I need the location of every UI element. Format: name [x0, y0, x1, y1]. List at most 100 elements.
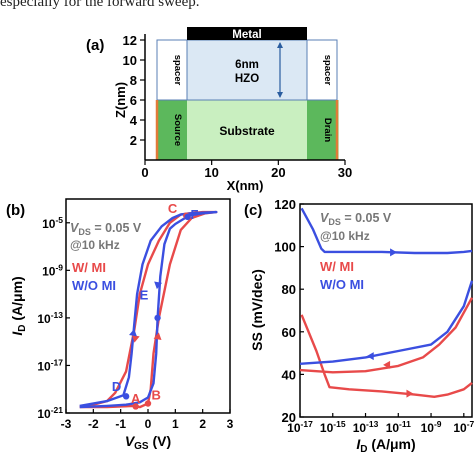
panel-a-y-tick-label: 6	[130, 93, 137, 108]
panel-c-series-line-with-mi-high	[299, 297, 474, 374]
panel-c-plot-frame	[299, 203, 473, 418]
panel-a-y-axis-title: Z(nm)	[113, 82, 128, 118]
panel-c-y-tick-label: 40	[282, 367, 296, 382]
panel-b-y-tick-label: 10-9	[42, 262, 63, 278]
panel-c-vds-annotation: VDS = 0.05 V	[320, 211, 392, 227]
panel-c-x-axis-title: ID (A/μm)	[356, 436, 415, 452]
drain-region	[307, 100, 337, 160]
panel-a-y-ticks: 2 4 6 8 10 12	[123, 33, 145, 148]
panel-c-subthreshold-swing-chart: (c) 10-17 10-15 10-13 10-11 10-9 10-7 20 40 60 80…	[244, 197, 474, 452]
panel-c-y-tick-label: 120	[274, 197, 296, 212]
panel-c-legend-with-mi: W/ MI	[320, 259, 354, 274]
panel-b-state-label: F	[190, 207, 198, 222]
panel-b-state-label: D	[112, 379, 121, 394]
panel-a-x-axis-title: X(nm)	[227, 178, 264, 193]
hzo-label: HZO	[235, 73, 259, 85]
right-spacer-label: spacer	[322, 55, 333, 86]
panel-b-x-axis-title: VGS (V)	[125, 433, 171, 452]
panel-a-label: (a)	[86, 37, 104, 54]
panel-c-x-tick-label: 10-7	[453, 419, 474, 435]
arrow-head-down-icon	[277, 92, 283, 98]
panel-c-y-tick-label: 100	[274, 240, 296, 255]
panel-c-series-line-without-mi-high	[300, 207, 473, 255]
panel-b-state-marker	[184, 213, 191, 221]
panel-b-state-marker	[122, 393, 130, 400]
panel-c-y-axis-title: SS (mV/dec)	[249, 269, 265, 351]
panel-b-x-tick-label: -1	[115, 417, 126, 431]
panel-b-legend-with-mi: W/ MI	[72, 260, 106, 275]
header-caption-text: especially for the forward sweep.	[0, 0, 200, 10]
right-spacer-region	[306, 39, 338, 101]
panel-b-y-tick-label: 10-5	[42, 215, 63, 231]
panel-c-ticks: 10-17 10-15 10-13 10-11 10-9 10-7 20 40 60 80 100 1…	[274, 197, 474, 435]
panel-a-x-tick-label: 0	[141, 165, 148, 180]
panel-c-x-tick-label: 10-13	[353, 419, 379, 435]
panel-b-state-marker	[132, 403, 139, 410]
panel-a-x-tick-label: 10	[204, 165, 218, 180]
panel-c-series-line-without-mi-low	[299, 280, 474, 365]
panel-c-y-tick-label: 20	[282, 410, 296, 425]
panel-b-x-tick-label: -2	[88, 417, 99, 431]
panel-b-y-axis-title: ID (A/μm)	[9, 276, 28, 335]
panel-c-x-tick-label: 10-15	[320, 419, 346, 435]
panel-a-x-tick-label: 30	[338, 165, 352, 180]
panel-b-frequency-annotation: @10 kHz	[70, 238, 120, 252]
panel-b-legend-without-mi: W/O MI	[72, 278, 116, 293]
panel-b-sweep-direction-arrow-icon	[154, 281, 163, 290]
panel-b-y-tick-label: 10-17	[37, 357, 63, 373]
metal-gate	[187, 27, 307, 40]
panel-c-y-tick-label: 80	[282, 282, 296, 297]
panel-c-plot-area	[299, 207, 474, 398]
panel-a-y-tick-label: 10	[123, 53, 137, 68]
panel-b-state-label: E	[140, 288, 149, 303]
panel-b-sweep-direction-arrow-icon	[129, 328, 137, 337]
panel-b-x-tick-label: 3	[227, 417, 234, 431]
panel-b-x-tick-label: 2	[199, 417, 206, 431]
panel-b-y-tick-label: 10-13	[37, 310, 63, 326]
left-spacer-label: spacer	[172, 55, 183, 86]
panel-b-sweep-direction-arrow-icon	[131, 335, 140, 343]
panel-c-series-line-with-mi-low	[300, 314, 473, 398]
left-spacer-region	[156, 39, 188, 101]
panel-c-x-tick-label: 10-11	[386, 419, 411, 435]
arrow-head-up-icon	[277, 42, 283, 48]
panel-b-state-marker	[144, 400, 152, 407]
panel-b-state-label: A	[131, 391, 141, 406]
panel-b-y-tick-label: 10-21	[37, 405, 63, 421]
panel-b-transfer-curve-chart: (b) A B C D E F -3 -2 -1 0 1 2 3 10-5 10-9 10-13 10-17 1…	[6, 198, 234, 452]
panel-a-device-schematic: (a) Metal 6nm HZO Substrate Source Drain…	[86, 27, 352, 193]
hzo-thickness-label: 6nm	[235, 59, 259, 71]
panel-a-x-ticks: 0 10 20 30	[141, 160, 352, 180]
panel-b-sweep-direction-arrow-icon	[153, 332, 162, 340]
panel-b-x-tick-label: 0	[145, 417, 152, 431]
drain-label: Drain	[322, 118, 333, 142]
panel-b-state-marker	[154, 314, 161, 322]
panel-a-y-tick-label: 8	[130, 73, 137, 88]
metal-label: Metal	[232, 29, 261, 41]
panel-b-state-label: C	[168, 201, 178, 216]
panel-b-ticks: -3 -2 -1 0 1 2 3 10-5 10-9 10-13 10-17 10-21	[37, 215, 233, 431]
panel-b-plot-area: A B C D E F	[79, 201, 218, 410]
source-label: Source	[172, 114, 183, 146]
panel-c-label: (c)	[244, 202, 262, 219]
panel-b-state-label: B	[152, 387, 161, 402]
panel-c-y-tick-label: 60	[282, 325, 296, 340]
panel-c-sweep-direction-arrow-icon	[390, 248, 398, 257]
panel-c-sweep-direction-arrow-icon	[366, 352, 374, 361]
panel-a-y-tick-label: 4	[130, 113, 138, 128]
panel-b-x-tick-label: -3	[61, 417, 72, 431]
panel-c-frequency-annotation: @10 kHz	[320, 229, 370, 243]
panel-b-label: (b)	[6, 202, 25, 219]
substrate-label: Substrate	[219, 124, 275, 138]
panel-a-y-tick-label: 2	[130, 133, 137, 148]
panel-c-legend-without-mi: W/O MI	[320, 277, 364, 292]
panel-b-x-tick-label: 1	[172, 417, 179, 431]
panel-c-x-tick-label: 10-17	[287, 419, 313, 435]
panel-c-sweep-direction-arrow-icon	[383, 360, 391, 369]
source-region	[157, 100, 187, 160]
panel-b-vds-annotation: VDS = 0.05 V	[70, 221, 142, 237]
panel-c-sweep-direction-arrow-icon	[406, 389, 414, 398]
panel-a-y-tick-label: 12	[123, 33, 137, 48]
panel-c-x-tick-label: 10-9	[421, 419, 442, 435]
